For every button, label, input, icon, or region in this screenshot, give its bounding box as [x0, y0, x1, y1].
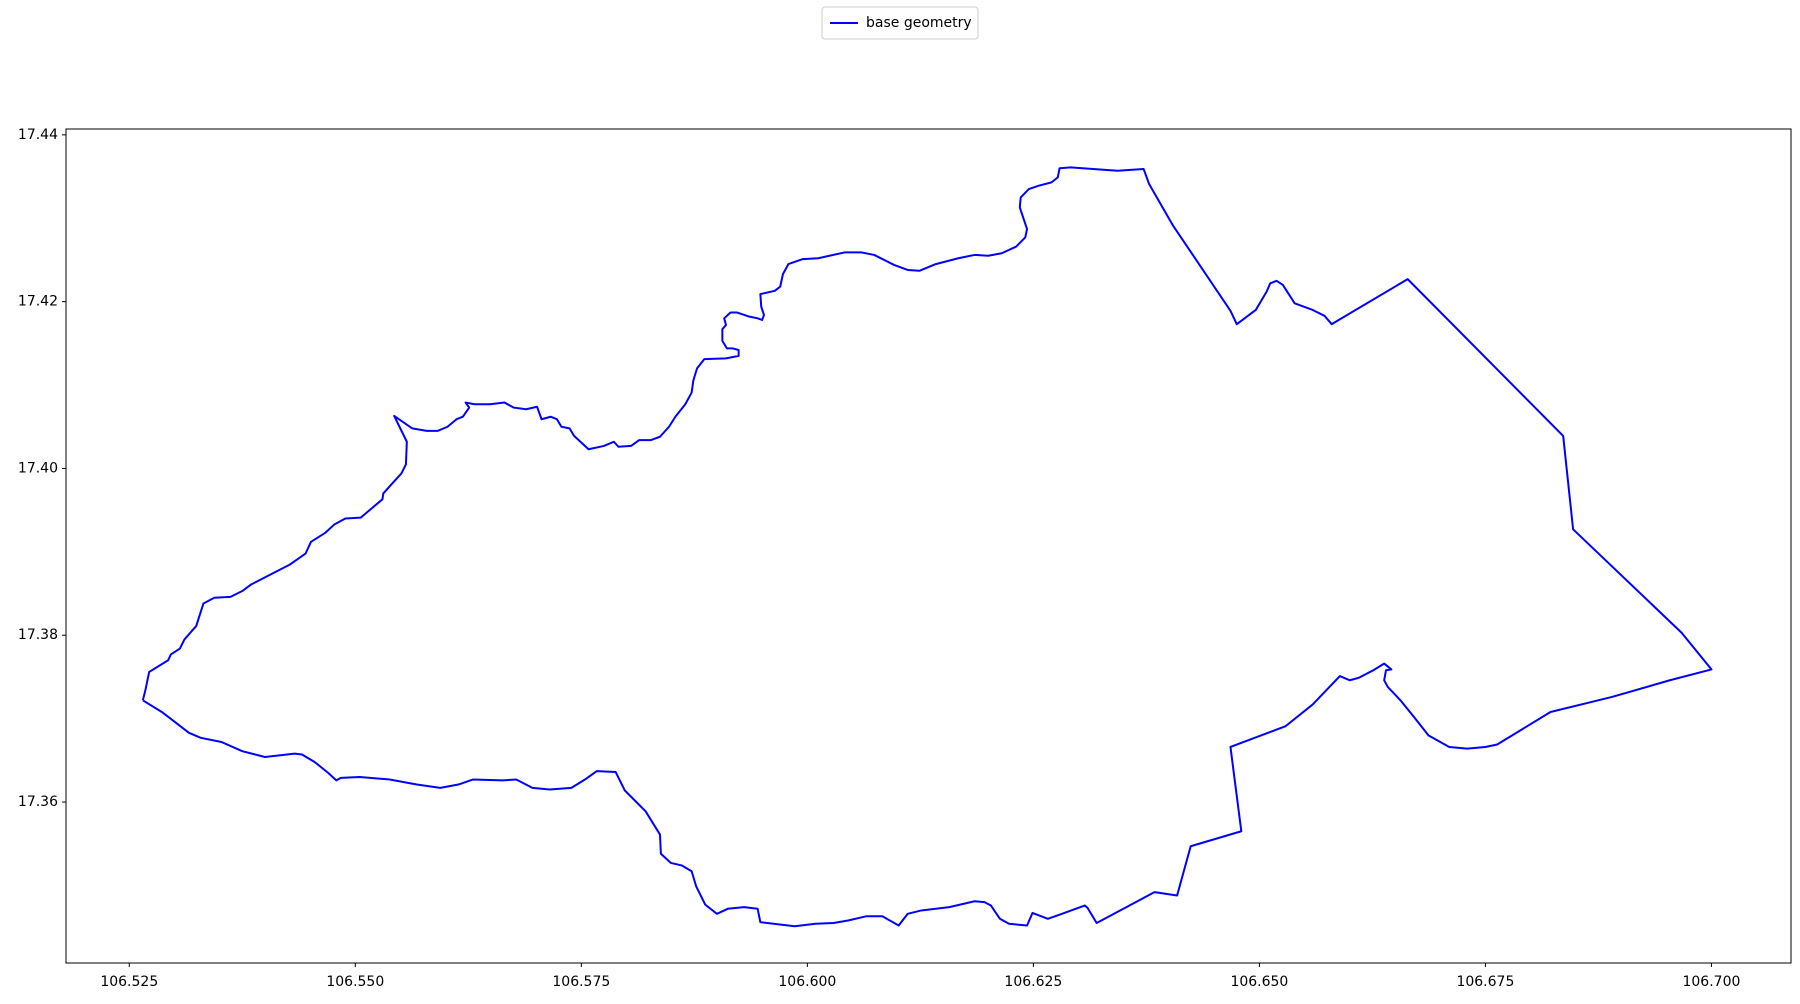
- y-tick-label: 17.42: [18, 294, 58, 310]
- x-tick-label: 106.550: [326, 974, 384, 990]
- x-tick-label: 106.575: [552, 974, 610, 990]
- y-tick-label: 17.36: [18, 794, 58, 810]
- data-line: [141, 166, 1713, 928]
- x-tick-label: 106.625: [1004, 974, 1062, 990]
- axes-frame: [65, 128, 1792, 964]
- x-tick-label: 106.650: [1230, 974, 1288, 990]
- y-tick-label: 17.40: [18, 460, 58, 476]
- legend-label: base geometry: [866, 15, 972, 31]
- x-tick-label: 106.600: [778, 974, 836, 990]
- legend: base geometry: [821, 6, 979, 40]
- y-tick-label: 17.44: [18, 127, 58, 143]
- x-tick-label: 106.700: [1682, 974, 1740, 990]
- y-tick-label: 17.38: [18, 627, 58, 643]
- x-tick-label: 106.675: [1456, 974, 1514, 990]
- legend-frame: [821, 6, 979, 40]
- x-tick-label: 106.525: [100, 974, 158, 990]
